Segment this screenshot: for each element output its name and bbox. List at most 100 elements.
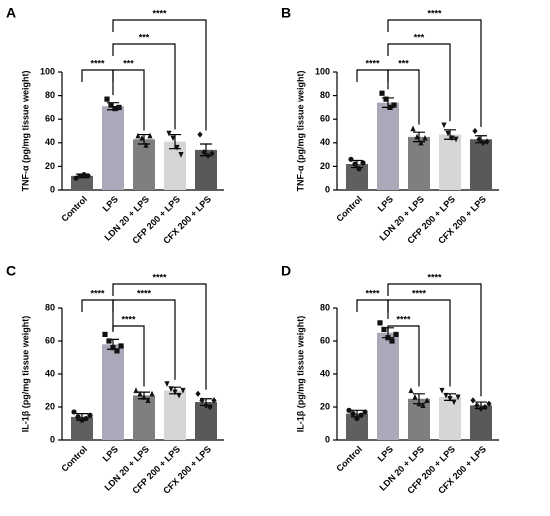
- x-tick-label: LPS: [101, 194, 120, 213]
- bar: [133, 139, 155, 190]
- y-tick-label: 20: [320, 161, 330, 171]
- point: [71, 409, 77, 415]
- point: [201, 149, 207, 156]
- y-tick-label: 0: [325, 184, 330, 194]
- point: [139, 134, 145, 141]
- point: [147, 132, 153, 139]
- bar: [470, 139, 492, 190]
- point: [350, 411, 356, 417]
- point: [352, 161, 358, 167]
- point: [379, 90, 385, 96]
- point: [360, 160, 366, 166]
- panel: C IL-1β (pg/mg tissue weight) 0 20 40 60 80 Con…: [6, 263, 224, 496]
- significance-label: ***: [398, 58, 409, 68]
- x-tick-label: Control: [334, 444, 364, 474]
- y-tick-label: 100: [315, 66, 330, 76]
- point: [79, 417, 85, 423]
- y-tick-label: 60: [45, 114, 55, 124]
- point: [104, 96, 110, 102]
- y-tick-label: 60: [45, 335, 55, 345]
- point: [166, 130, 172, 137]
- point: [474, 402, 480, 409]
- point: [470, 397, 476, 404]
- bar: [195, 149, 217, 190]
- point: [358, 412, 364, 418]
- bar: [439, 134, 461, 190]
- point: [137, 390, 143, 397]
- bar: [346, 164, 368, 190]
- point: [391, 102, 397, 108]
- error-bar: [413, 131, 425, 143]
- significance-label: ***: [414, 32, 425, 42]
- point: [176, 392, 182, 399]
- point: [83, 415, 89, 422]
- point: [381, 326, 387, 333]
- point: [180, 387, 186, 394]
- significance-bracket: [81, 299, 114, 331]
- point: [420, 402, 426, 408]
- point: [362, 409, 368, 415]
- significance-bracket: [387, 69, 420, 125]
- point: [85, 173, 91, 179]
- point: [385, 335, 391, 341]
- point: [412, 394, 418, 400]
- y-tick-label: 40: [45, 137, 55, 147]
- bar: [408, 398, 430, 440]
- y-tick-label: 40: [320, 137, 330, 147]
- significance-bracket: [112, 19, 207, 131]
- y-tick-label: 60: [320, 114, 330, 124]
- x-tick-label: LPS: [101, 444, 120, 463]
- point: [170, 135, 176, 142]
- point: [455, 394, 461, 401]
- y-tick-label: 0: [50, 184, 55, 194]
- panel-letter: C: [6, 263, 16, 279]
- bar: [195, 402, 217, 440]
- bar: [408, 136, 430, 190]
- significance-bracket: [112, 43, 176, 130]
- point: [354, 415, 360, 422]
- significance-bracket: [112, 299, 176, 380]
- point: [87, 412, 93, 418]
- point: [174, 144, 180, 151]
- significance-bracket: [112, 69, 145, 131]
- y-axis-label: TNF-α (pg/mg tissue weight): [20, 70, 30, 191]
- significance-bracket: [387, 283, 482, 397]
- point: [114, 348, 120, 354]
- significance-bracket: [387, 325, 420, 387]
- point: [112, 105, 118, 112]
- bar: [133, 395, 155, 440]
- point: [443, 392, 449, 399]
- bar: [164, 390, 186, 440]
- panel: B TNF-α (pg/mg tissue weight) 0 20 40 60 80 100…: [281, 5, 499, 246]
- significance-label: ****: [427, 8, 442, 18]
- significance-bracket: [112, 283, 207, 390]
- x-tick-label: Control: [59, 444, 89, 474]
- point: [205, 152, 211, 159]
- significance-bracket: [387, 299, 451, 387]
- panel: D IL-1β (pg/mg tissue weight) 0 20 40 60 80 Con…: [281, 263, 499, 496]
- significance-label: ****: [412, 288, 427, 298]
- bar: [439, 397, 461, 440]
- panel-letter: D: [281, 263, 291, 279]
- bar: [377, 102, 399, 190]
- panel: A TNF-α (pg/mg tissue weight) 0 20 40 60 80 100…: [6, 5, 224, 246]
- bar: [102, 106, 124, 190]
- point: [149, 390, 155, 397]
- significance-label: ****: [365, 58, 380, 68]
- point: [418, 139, 424, 146]
- point: [346, 407, 352, 413]
- point: [116, 104, 122, 110]
- y-tick-label: 60: [320, 335, 330, 345]
- y-tick-label: 40: [320, 368, 330, 378]
- significance-bracket: [81, 69, 114, 96]
- point: [77, 173, 83, 179]
- y-tick-label: 20: [45, 401, 55, 411]
- significance-label: ***: [123, 58, 134, 68]
- point: [145, 397, 151, 403]
- bar: [102, 344, 124, 440]
- point: [108, 102, 114, 108]
- bar: [346, 413, 368, 440]
- y-tick-label: 80: [45, 90, 55, 100]
- point: [106, 338, 112, 344]
- x-tick-label: Control: [334, 194, 364, 224]
